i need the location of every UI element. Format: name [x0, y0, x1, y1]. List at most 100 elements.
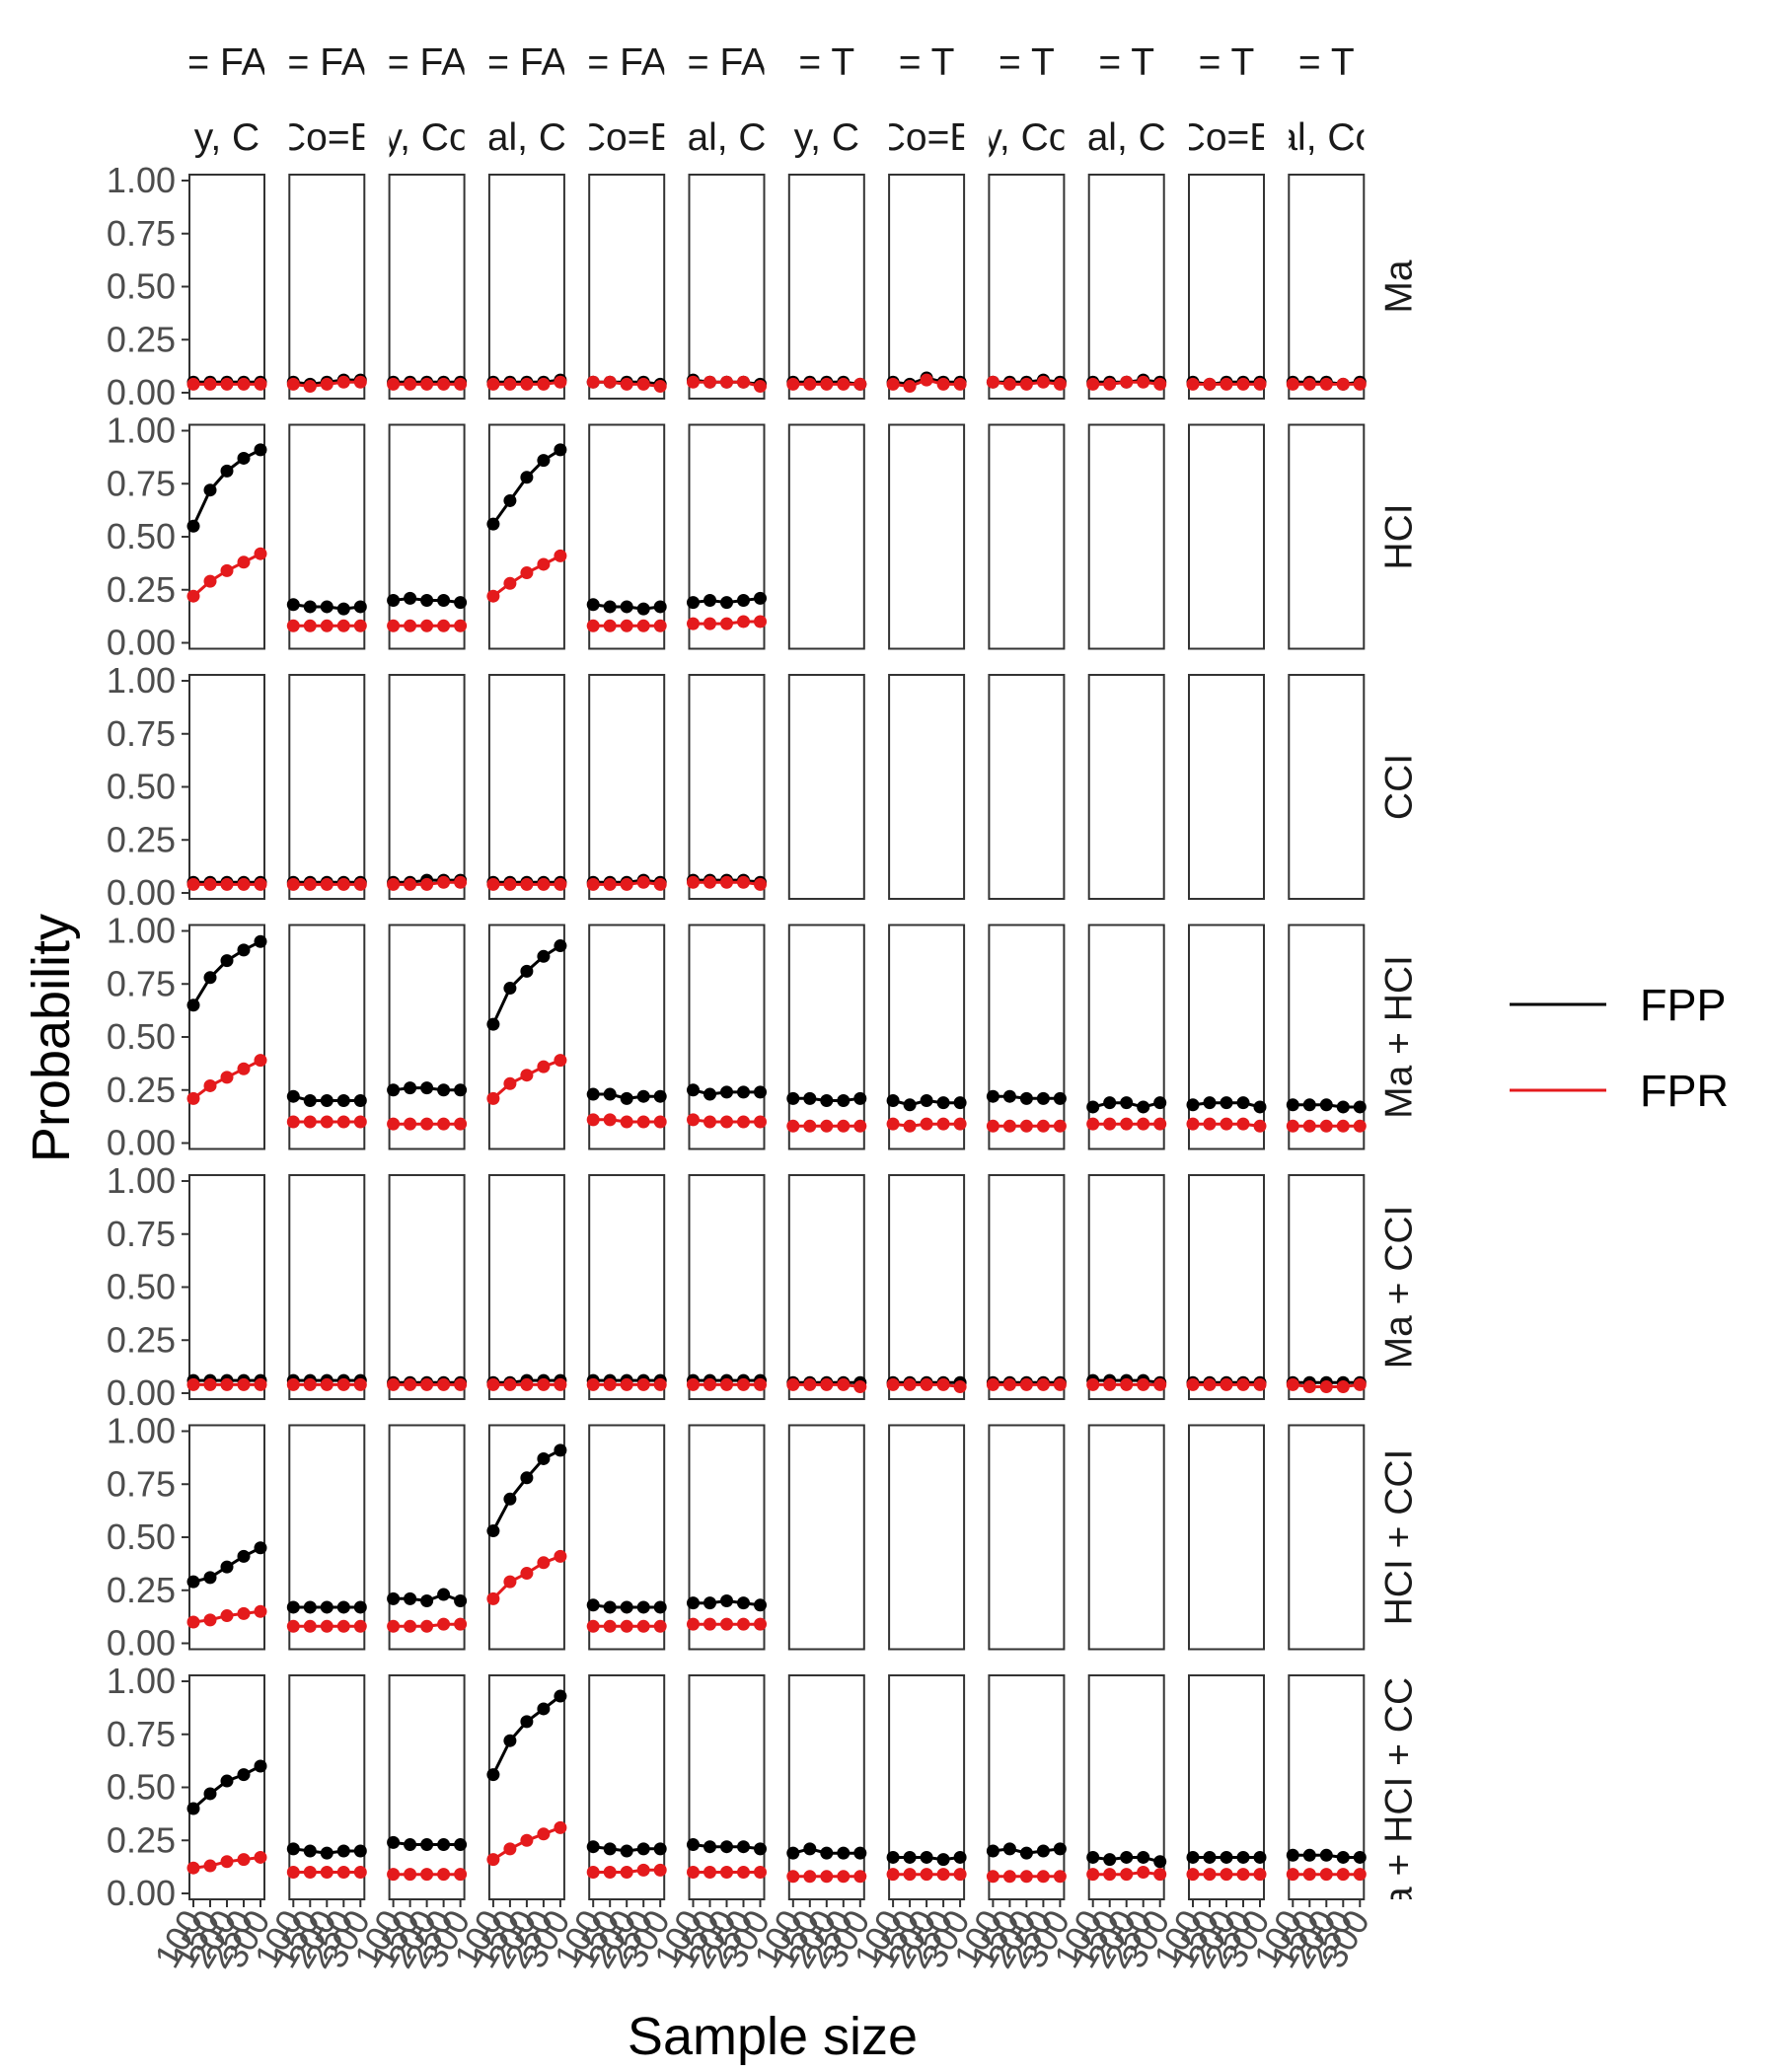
data-point-fpp	[1220, 1850, 1233, 1864]
data-point-fpr	[620, 619, 633, 632]
panel-frame	[688, 423, 766, 650]
data-point-fpr	[437, 875, 451, 889]
data-point-fpp	[1302, 1098, 1316, 1112]
data-point-fpp	[1086, 1100, 1100, 1114]
data-point-fpr	[687, 375, 700, 389]
panel-frame	[388, 423, 466, 650]
data-point-fpr	[254, 1377, 267, 1391]
column-strip-top-label: = T	[1199, 41, 1255, 84]
data-point-fpr	[1019, 1377, 1033, 1391]
data-point-fpr	[1319, 377, 1333, 391]
panel-frame	[1087, 1674, 1165, 1900]
data-point-fpr	[1120, 1377, 1134, 1391]
data-point-fpp	[254, 1541, 267, 1555]
data-point-fpp	[503, 1492, 517, 1506]
data-point-fpr	[853, 1870, 867, 1884]
data-point-fpr	[620, 1115, 633, 1129]
data-point-fpr	[886, 1868, 900, 1882]
column-strip: = T y, Co	[989, 41, 1064, 159]
panel-frame	[487, 423, 565, 650]
data-point-fpp	[303, 600, 317, 614]
panel-frame	[688, 924, 766, 1150]
data-point-fpr	[820, 1870, 834, 1884]
data-point-fpp	[687, 1083, 700, 1097]
y-tick-label: 1.00	[107, 660, 176, 701]
data-point-fpr	[254, 547, 267, 560]
data-point-fpr	[1353, 377, 1367, 391]
data-point-fpp	[353, 1094, 367, 1107]
data-point-fpp	[537, 949, 551, 963]
data-point-fpr	[620, 877, 633, 891]
data-point-fpr	[586, 375, 600, 389]
data-point-fpr	[1253, 1119, 1267, 1133]
data-point-fpr	[720, 375, 733, 389]
data-point-fpr	[1137, 1866, 1150, 1879]
column-strip: = T Co=E	[1189, 41, 1264, 159]
data-point-fpr	[237, 1606, 251, 1620]
data-point-fpr	[986, 1377, 999, 1391]
column-strip-top-label: = T	[999, 41, 1055, 84]
panel-frame	[1188, 1424, 1265, 1651]
data-point-fpr	[420, 1117, 434, 1131]
row-strip-label: CCI	[1378, 754, 1421, 820]
column-strip: = T al, C	[1089, 41, 1164, 159]
data-point-fpr	[520, 377, 534, 391]
data-point-fpr	[603, 1866, 617, 1879]
data-point-fpr	[203, 377, 217, 391]
y-tick-label: 0.75	[107, 213, 176, 254]
data-point-fpr	[486, 589, 500, 603]
data-point-fpp	[203, 1571, 217, 1585]
data-point-fpr	[320, 619, 333, 632]
data-point-fpp	[920, 1094, 933, 1107]
data-point-fpr	[636, 377, 650, 391]
data-point-fpr	[437, 1617, 451, 1631]
row-strip: HCI + CCI	[1378, 1449, 1421, 1626]
data-point-fpp	[353, 1600, 367, 1614]
data-point-fpp	[1086, 1850, 1100, 1864]
data-point-fpr	[486, 377, 500, 391]
panel-frame	[787, 423, 865, 650]
data-point-fpr	[687, 875, 700, 889]
data-point-fpp	[203, 1787, 217, 1801]
data-point-fpr	[687, 1617, 700, 1631]
data-point-fpr	[1286, 377, 1299, 391]
data-point-fpr	[886, 1117, 900, 1131]
data-point-fpr	[1336, 1119, 1350, 1133]
data-point-fpr	[653, 1115, 667, 1129]
y-tick-label: 0.75	[107, 463, 176, 503]
data-point-fpp	[920, 1850, 933, 1864]
data-point-fpr	[237, 1377, 251, 1391]
panel-frame	[787, 174, 865, 400]
data-point-fpp	[737, 1596, 750, 1610]
data-point-fpr	[853, 377, 867, 391]
data-point-fpp	[437, 594, 451, 607]
data-point-fpp	[1036, 1844, 1050, 1858]
data-point-fpr	[1286, 1377, 1299, 1391]
data-point-fpr	[520, 1377, 534, 1391]
data-point-fpp	[1336, 1850, 1350, 1864]
data-point-fpr	[737, 615, 750, 629]
data-point-fpr	[620, 1866, 633, 1879]
data-point-fpp	[387, 1083, 401, 1097]
data-point-fpr	[554, 1377, 567, 1391]
data-point-fpp	[286, 1089, 300, 1103]
data-point-fpr	[936, 1868, 950, 1882]
panel-frame	[388, 1674, 466, 1900]
data-point-fpr	[1353, 1377, 1367, 1391]
data-point-fpr	[336, 619, 350, 632]
data-point-fpr	[903, 1119, 917, 1133]
panel-frame	[588, 924, 666, 1150]
data-point-fpp	[404, 1081, 417, 1095]
data-point-fpp	[586, 1840, 600, 1854]
data-point-fpr	[554, 1054, 567, 1068]
y-tick-label: 0.00	[107, 1623, 176, 1664]
data-point-fpp	[336, 1600, 350, 1614]
data-point-fpr	[720, 617, 733, 630]
panel-frame	[1087, 1424, 1165, 1651]
column-strip: = FA Co=E	[589, 41, 664, 159]
data-point-fpr	[820, 377, 834, 391]
data-point-fpr	[986, 375, 999, 389]
data-point-fpr	[286, 1115, 300, 1129]
data-point-fpr	[320, 877, 333, 891]
